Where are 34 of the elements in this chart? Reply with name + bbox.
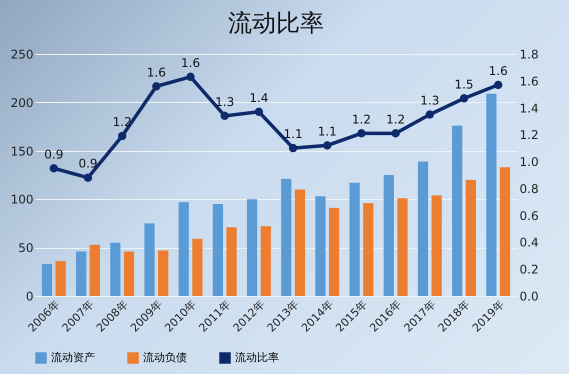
data-label: 1.2 bbox=[112, 115, 132, 130]
y2-tick-label: 0.2 bbox=[520, 262, 539, 277]
data-label: 0.9 bbox=[44, 147, 64, 162]
legend-label: 流动资产 bbox=[51, 351, 95, 364]
data-label: 0.9 bbox=[78, 156, 98, 171]
y-tick-label: 100 bbox=[10, 192, 34, 207]
y-tick-label: 50 bbox=[18, 241, 34, 256]
y2-tick-label: 0.6 bbox=[520, 208, 539, 223]
y2-tick-label: 1.0 bbox=[520, 155, 539, 170]
data-label: 1.2 bbox=[386, 112, 406, 126]
data-label: 1.1 bbox=[284, 127, 303, 142]
data-label: 1.1 bbox=[318, 124, 337, 138]
y2-tick-label: 1.6 bbox=[520, 74, 539, 88]
data-label: 1.3 bbox=[215, 94, 234, 109]
data-label: 1.5 bbox=[454, 77, 474, 92]
legend-label: 流动负债 bbox=[143, 351, 187, 364]
y2-tick-label: 0.8 bbox=[520, 182, 539, 196]
y2-tick-label: 0.4 bbox=[520, 236, 539, 250]
data-label: 1.6 bbox=[180, 56, 200, 70]
y2-tick-label: 1.4 bbox=[520, 101, 539, 116]
legend-label: 流动比率 bbox=[235, 351, 279, 364]
data-label: 1.6 bbox=[146, 65, 166, 80]
y-tick-label: 250 bbox=[10, 48, 34, 62]
y-tick-label: 200 bbox=[10, 96, 34, 110]
y2-tick-label: 0.0 bbox=[520, 290, 539, 304]
y2-tick-label: 1.8 bbox=[520, 48, 539, 62]
y2-tick-label: 1.2 bbox=[520, 128, 539, 142]
y-tick-label: 150 bbox=[10, 144, 34, 158]
data-label: 1.2 bbox=[352, 112, 372, 126]
data-label: 1.3 bbox=[420, 94, 440, 108]
chart-title: 流动比率 bbox=[228, 9, 324, 37]
data-label: 1.4 bbox=[249, 90, 268, 105]
y-tick-label: 0 bbox=[26, 290, 34, 304]
data-label: 1.6 bbox=[488, 64, 508, 78]
